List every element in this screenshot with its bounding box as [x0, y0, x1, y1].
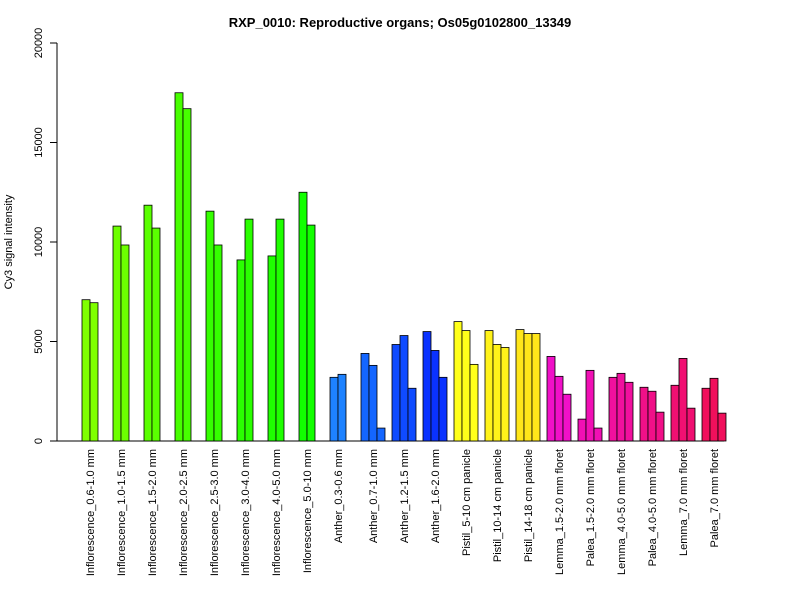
bar [701, 387, 711, 442]
bar [546, 356, 556, 442]
bar [236, 259, 246, 442]
bar [608, 376, 618, 442]
bar [422, 331, 432, 442]
bar [655, 411, 665, 442]
bar [647, 390, 657, 442]
bar [616, 372, 626, 442]
bar [686, 407, 696, 442]
bar [523, 333, 533, 442]
bar [368, 364, 378, 442]
bar [624, 381, 634, 442]
x-category-label: Anther_0.7-1.0 mm [368, 449, 380, 543]
x-category-label: Palea_4.0-5.0 mm floret [647, 449, 659, 566]
bar [337, 373, 347, 442]
bar [174, 92, 184, 442]
bar [562, 393, 572, 442]
x-category-label: Inflorescence_2.0-2.5 mm [178, 449, 190, 576]
x-category-label: Inflorescence_3.0-4.0 mm [240, 449, 252, 576]
bar [484, 330, 494, 442]
bar [205, 210, 215, 442]
bars [81, 92, 727, 442]
y-tick-label: 20000 [33, 28, 45, 59]
x-category-label: Pistil_14-18 cm panicle [523, 449, 535, 562]
bar [267, 255, 277, 442]
x-category-label: Anther_1.6-2.0 mm [430, 449, 442, 543]
x-category-label: Inflorescence_1.5-2.0 mm [147, 449, 159, 576]
bar [577, 418, 587, 442]
x-category-label: Inflorescence_5.0-10 mm [302, 449, 314, 573]
bar [453, 321, 463, 442]
x-category-label: Inflorescence_4.0-5.0 mm [271, 449, 283, 576]
x-category-label: Pistil_10-14 cm panicle [492, 449, 504, 562]
bar [275, 218, 285, 442]
bar [678, 358, 688, 442]
bar [554, 375, 564, 442]
bar [709, 377, 719, 442]
bar [469, 363, 479, 442]
bar [89, 302, 99, 442]
x-category-label: Lemma_7.0 mm floret [678, 449, 690, 556]
bar [151, 227, 161, 442]
x-category-label: Anther_1.2-1.5 mm [399, 449, 411, 543]
chart-title: RXP_0010: Reproductive organs; Os05g0102… [229, 15, 572, 30]
bar [585, 369, 595, 442]
bar [244, 218, 254, 442]
y-tick-label: 0 [33, 438, 45, 444]
x-category-label: Lemma_1.5-2.0 mm floret [554, 449, 566, 575]
bar [531, 333, 541, 442]
x-labels: Inflorescence_0.6-1.0 mm Inflorescence_1.… [85, 449, 721, 576]
bar [298, 191, 308, 442]
bar [143, 204, 153, 442]
bar [391, 344, 401, 442]
bar [717, 412, 727, 442]
bar [639, 386, 649, 442]
bar [461, 330, 471, 442]
x-category-label: Anther_0.3-0.6 mm [333, 449, 345, 543]
bar [213, 244, 223, 442]
bar [81, 299, 91, 442]
bar [329, 376, 339, 442]
bar [112, 225, 122, 442]
x-category-label: Palea_7.0 mm floret [709, 449, 721, 547]
y-axis-label: Cy3 signal intensity [3, 194, 15, 289]
y-ticks: 0 5000 10000 15000 20000 [33, 28, 57, 444]
bar [670, 384, 680, 442]
x-category-label: Inflorescence_0.6-1.0 mm [85, 449, 97, 576]
bar [430, 350, 440, 442]
bar [593, 427, 603, 442]
bar [515, 329, 525, 442]
y-tick-label: 15000 [33, 127, 45, 158]
x-category-label: Lemma_4.0-5.0 mm floret [616, 449, 628, 575]
x-category-label: Pistil_5-10 cm panicle [461, 449, 473, 556]
bar [306, 224, 316, 442]
bar [376, 427, 386, 442]
x-category-label: Palea_1.5-2.0 mm floret [585, 449, 597, 566]
bar [399, 335, 409, 442]
bar [500, 347, 510, 442]
y-tick-label: 10000 [33, 227, 45, 258]
y-tick-label: 5000 [33, 329, 45, 353]
bar [492, 344, 502, 442]
bar [120, 244, 130, 442]
bar [438, 376, 448, 442]
x-category-label: Inflorescence_1.0-1.5 mm [116, 449, 128, 576]
bar [407, 387, 417, 442]
x-category-label: Inflorescence_2.5-3.0 mm [209, 449, 221, 576]
bar [182, 108, 192, 442]
bar [360, 353, 370, 442]
